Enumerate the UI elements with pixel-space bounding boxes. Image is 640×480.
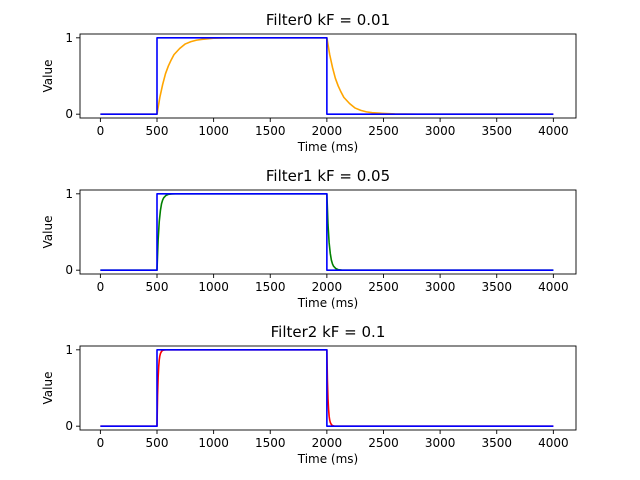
- subplot-1: 0 500 1000 1500 2000 2500 3000 3500 4000 0 1 Filter…: [41, 167, 577, 310]
- x-tick-label-0: 500: [146, 124, 169, 138]
- x-tick-label-0: 1500: [255, 124, 286, 138]
- x-tick-label-1: 500: [146, 280, 169, 294]
- x-tick-label-2: 3500: [481, 436, 512, 450]
- y-tick-label-0: 1: [65, 31, 73, 45]
- chart-title-0: Filter0 kF = 0.01: [266, 11, 390, 29]
- subplot-0: 0 500 1000 1500 2000 2500 3000 3500 4000 0 1 Filter…: [41, 11, 577, 154]
- x-tick-label-1: 1000: [198, 280, 229, 294]
- x-tick-label-0: 3000: [425, 124, 456, 138]
- series-line-2-1: [100, 349, 554, 427]
- x-tick-label-1: 3000: [425, 280, 456, 294]
- subplot-2: 0 500 1000 1500 2000 2500 3000 3500 4000 0 1 Filter…: [41, 323, 577, 466]
- x-tick-label-2: 1500: [255, 436, 286, 450]
- x-axis-label-2: Time (ms): [297, 452, 359, 466]
- series-line-0-1: [100, 37, 554, 115]
- x-tick-label-0: 4000: [538, 124, 569, 138]
- y-axis-label-1: Value: [41, 216, 55, 249]
- y-axis-label-0: Value: [41, 60, 55, 93]
- x-tick-label-2: 0: [97, 436, 105, 450]
- x-tick-label-1: 2000: [312, 280, 343, 294]
- x-tick-label-0: 2000: [312, 124, 343, 138]
- y-tick-label-2: 1: [65, 343, 73, 357]
- x-tick-label-1: 1500: [255, 280, 286, 294]
- chart-title-1: Filter1 kF = 0.05: [266, 167, 390, 185]
- x-tick-label-1: 0: [97, 280, 105, 294]
- axes-frame-0: [79, 33, 577, 119]
- chart-title-2: Filter2 kF = 0.1: [271, 323, 386, 341]
- x-tick-label-0: 0: [97, 124, 105, 138]
- y-tick-label-1: 1: [65, 187, 73, 201]
- x-tick-label-2: 2000: [312, 436, 343, 450]
- x-axis-label-1: Time (ms): [297, 296, 359, 310]
- x-tick-label-2: 3000: [425, 436, 456, 450]
- series-line-1-1: [100, 193, 554, 271]
- y-axis-label-2: Value: [41, 372, 55, 405]
- x-tick-label-0: 1000: [198, 124, 229, 138]
- y-tick-label-2: 0: [65, 419, 73, 433]
- x-tick-label-1: 3500: [481, 280, 512, 294]
- x-tick-label-2: 1000: [198, 436, 229, 450]
- y-tick-label-1: 0: [65, 263, 73, 277]
- x-tick-label-1: 2500: [368, 280, 399, 294]
- x-tick-label-2: 4000: [538, 436, 569, 450]
- x-tick-label-1: 4000: [538, 280, 569, 294]
- x-tick-label-2: 2500: [368, 436, 399, 450]
- y-tick-label-0: 0: [65, 107, 73, 121]
- x-tick-label-2: 500: [146, 436, 169, 450]
- x-axis-label-0: Time (ms): [297, 140, 359, 154]
- x-tick-label-0: 3500: [481, 124, 512, 138]
- x-tick-label-0: 2500: [368, 124, 399, 138]
- axes-frame-1: [79, 189, 577, 275]
- axes-frame-2: [79, 345, 577, 431]
